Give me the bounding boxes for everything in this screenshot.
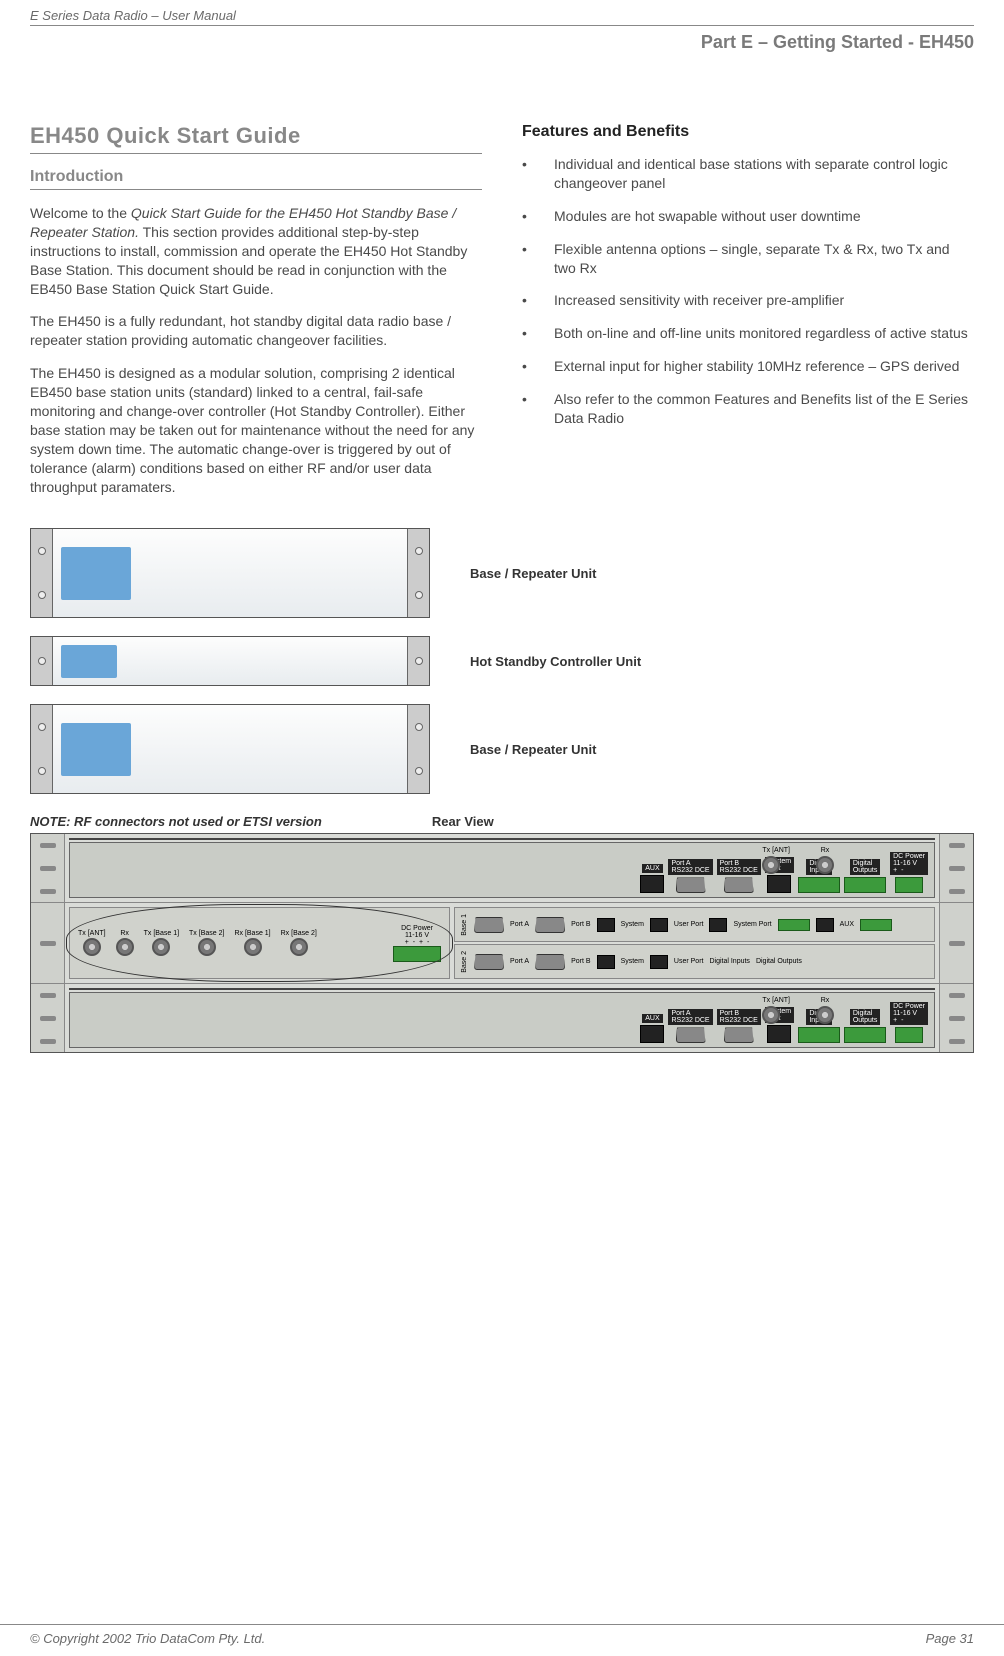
base2-label: Base 2 xyxy=(461,951,468,973)
mid-txb1: Tx [Base 1] xyxy=(144,930,179,937)
intro-heading: Introduction xyxy=(30,168,482,190)
feature-text: Both on-line and off-line units monitore… xyxy=(554,324,968,343)
rx-label: Rx xyxy=(816,847,834,854)
controller-rf-panel: Tx [ANT] Rx Tx [Base 1] Tx [Base 2] Rx [… xyxy=(69,907,450,979)
feature-item: External input for higher stability 10MH… xyxy=(522,357,974,376)
feature-item: Individual and identical base stations w… xyxy=(522,155,974,193)
portb-label-b: Port B RS232 DCE xyxy=(717,1009,761,1025)
dc-label: DC Power 11-16 V + - xyxy=(890,852,928,875)
rear-view-rack: Tx [ANT] Rx AUX Port A RS232 DCE Port B … xyxy=(30,833,974,1053)
controller-base1-row: Base 1 Port A Port B System User Port Sy… xyxy=(454,907,935,942)
heatsink-top xyxy=(69,838,935,840)
unit-caption-1: Base / Repeater Unit xyxy=(470,566,596,581)
rx-label-b: Rx xyxy=(816,997,834,1004)
mid-sysport: System Port xyxy=(733,921,771,928)
unit-caption-2: Hot Standby Controller Unit xyxy=(470,654,641,669)
aux-label: AUX xyxy=(642,864,662,873)
mid-user-1: User Port xyxy=(674,921,704,928)
dc-label-b: DC Power 11-16 V + - xyxy=(890,1002,928,1025)
feature-text: Flexible antenna options – single, separ… xyxy=(554,240,974,278)
mid-txant: Tx [ANT] xyxy=(78,930,106,937)
mid-user-2: User Port xyxy=(674,958,704,965)
mid-din: Digital Inputs xyxy=(709,958,749,965)
base-unit-image-1 xyxy=(30,528,430,618)
intro-para-2: The EH450 is a fully redundant, hot stan… xyxy=(30,312,482,350)
mid-porta-1: Port A xyxy=(510,921,529,928)
features-list: Individual and identical base stations w… xyxy=(522,155,974,428)
feature-text: Increased sensitivity with receiver pre-… xyxy=(554,291,844,310)
feature-text: Individual and identical base stations w… xyxy=(554,155,974,193)
heatsink-bottom xyxy=(69,988,935,990)
unit-caption-3: Base / Repeater Unit xyxy=(470,742,596,757)
mid-txb2: Tx [Base 2] xyxy=(189,930,224,937)
part-title: Part E – Getting Started - EH450 xyxy=(30,26,974,123)
mid-rxb1: Rx [Base 1] xyxy=(234,930,270,937)
tx-ant-label-b: Tx [ANT] xyxy=(762,997,790,1004)
feature-item: Modules are hot swapable without user do… xyxy=(522,207,974,226)
mid-sys-1: System xyxy=(621,921,644,928)
feature-item: Also refer to the common Features and Be… xyxy=(522,390,974,428)
feature-item: Increased sensitivity with receiver pre-… xyxy=(522,291,974,310)
mid-sys-2: System xyxy=(621,958,644,965)
features-heading: Features and Benefits xyxy=(522,123,974,141)
guide-heading: EH450 Quick Start Guide xyxy=(30,123,482,154)
feature-text: Modules are hot swapable without user do… xyxy=(554,207,861,226)
feature-text: Also refer to the common Features and Be… xyxy=(554,390,974,428)
base-unit-image-2 xyxy=(30,704,430,794)
dout-label: Digital Outputs xyxy=(850,859,881,875)
porta-label: Port A RS232 DCE xyxy=(668,859,712,875)
aux-label-b: AUX xyxy=(642,1014,662,1023)
rf-note: NOTE: RF connectors not used or ETSI ver… xyxy=(30,814,322,829)
portb-label: Port B RS232 DCE xyxy=(717,859,761,875)
mid-portb-2: Port B xyxy=(571,958,590,965)
mid-rx: Rx xyxy=(120,930,129,937)
page-number: Page 31 xyxy=(926,1631,974,1646)
mid-dc: DC Power 11-16 V + - + - xyxy=(401,925,433,946)
mid-rxb2: Rx [Base 2] xyxy=(281,930,317,937)
base1-label: Base 1 xyxy=(461,914,468,936)
intro-para-3: The EH450 is designed as a modular solut… xyxy=(30,364,482,496)
feature-item: Flexible antenna options – single, separ… xyxy=(522,240,974,278)
p1-pre: Welcome to the xyxy=(30,205,131,221)
copyright: © Copyright 2002 Trio DataCom Pty. Ltd. xyxy=(30,1631,265,1646)
tx-ant-label: Tx [ANT] xyxy=(762,847,790,854)
mid-aux: AUX xyxy=(840,921,854,928)
mid-dout: Digital Outputs xyxy=(756,958,802,965)
intro-para-1: Welcome to the Quick Start Guide for the… xyxy=(30,204,482,298)
feature-item: Both on-line and off-line units monitore… xyxy=(522,324,974,343)
doc-title: E Series Data Radio – User Manual xyxy=(30,0,974,26)
feature-text: External input for higher stability 10MH… xyxy=(554,357,959,376)
controller-unit-image xyxy=(30,636,430,686)
controller-base2-row: Base 2 Port A Port B System User Port Di… xyxy=(454,944,935,979)
mid-portb-1: Port B xyxy=(571,921,590,928)
porta-label-b: Port A RS232 DCE xyxy=(668,1009,712,1025)
mid-porta-2: Port A xyxy=(510,958,529,965)
dout-label-b: Digital Outputs xyxy=(850,1009,881,1025)
rear-view-label: Rear View xyxy=(432,814,494,829)
